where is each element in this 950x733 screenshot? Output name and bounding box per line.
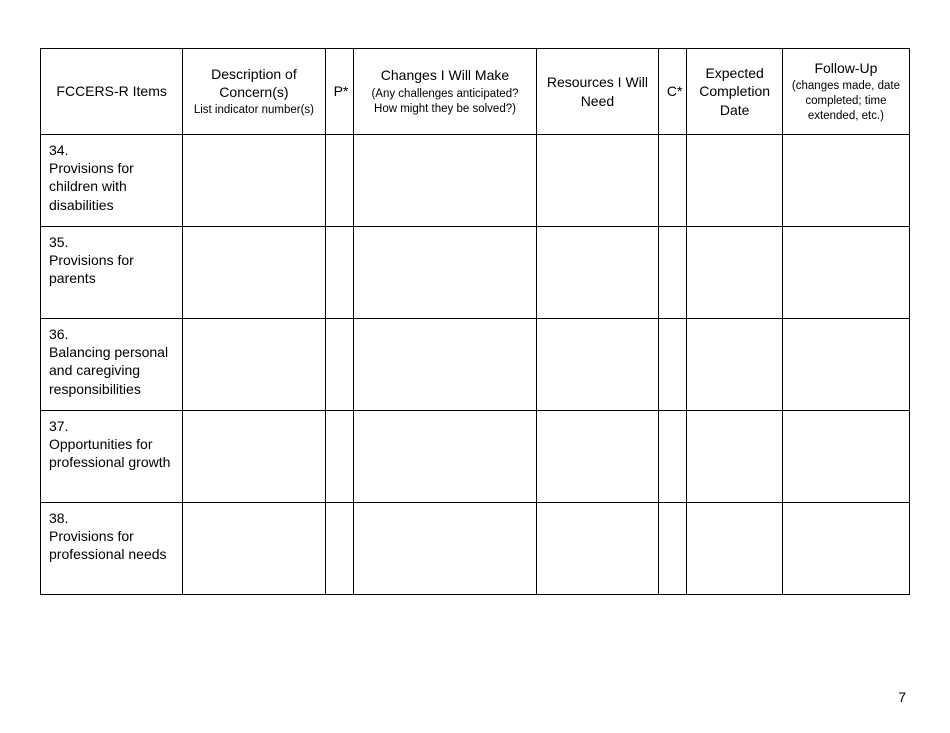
cell-changes <box>354 319 537 411</box>
item-text: Provisions for professional needs <box>49 528 167 562</box>
header-followup: Follow-Up (changes made, date completed;… <box>782 49 909 135</box>
header-changes-main: Changes I Will Make <box>362 66 528 84</box>
cell-p <box>325 227 353 319</box>
header-description-sub: List indicator number(s) <box>191 103 316 118</box>
item-number: 34. <box>49 142 68 158</box>
cell-item: 35. Provisions for parents <box>41 227 183 319</box>
item-number: 38. <box>49 510 68 526</box>
table-row: 36. Balancing personal and caregiving re… <box>41 319 910 411</box>
cell-p <box>325 503 353 595</box>
cell-date <box>687 135 783 227</box>
cell-c <box>658 227 686 319</box>
table-row: 37. Opportunities for professional growt… <box>41 411 910 503</box>
cell-resources <box>536 319 658 411</box>
cell-c <box>658 319 686 411</box>
header-resources: Resources I Will Need <box>536 49 658 135</box>
cell-resources <box>536 227 658 319</box>
table-row: 38. Provisions for professional needs <box>41 503 910 595</box>
header-items-main: FCCERS-R Items <box>49 82 174 100</box>
cell-date <box>687 227 783 319</box>
table-header: FCCERS-R Items Description of Concern(s)… <box>41 49 910 135</box>
cell-description <box>183 135 325 227</box>
cell-item: 34. Provisions for children with disabil… <box>41 135 183 227</box>
cell-resources <box>536 411 658 503</box>
item-number: 36. <box>49 326 68 342</box>
cell-date <box>687 319 783 411</box>
item-number: 35. <box>49 234 68 250</box>
header-c: C* <box>658 49 686 135</box>
cell-followup <box>782 227 909 319</box>
planning-table: FCCERS-R Items Description of Concern(s)… <box>40 48 910 595</box>
cell-description <box>183 227 325 319</box>
table-row: 35. Provisions for parents <box>41 227 910 319</box>
cell-p <box>325 319 353 411</box>
cell-date <box>687 503 783 595</box>
cell-p <box>325 135 353 227</box>
item-text: Provisions for children with disabilitie… <box>49 160 134 212</box>
header-p-main: P* <box>334 82 345 100</box>
cell-followup <box>782 135 909 227</box>
item-number: 37. <box>49 418 68 434</box>
item-text: Balancing personal and caregiving respon… <box>49 344 168 396</box>
cell-c <box>658 411 686 503</box>
cell-description <box>183 503 325 595</box>
cell-date <box>687 411 783 503</box>
header-date-main: Expected Completion Date <box>695 64 774 119</box>
page-container: FCCERS-R Items Description of Concern(s)… <box>0 0 950 595</box>
cell-followup <box>782 411 909 503</box>
header-followup-main: Follow-Up <box>791 59 901 77</box>
cell-c <box>658 135 686 227</box>
header-changes: Changes I Will Make (Any challenges anti… <box>354 49 537 135</box>
cell-c <box>658 503 686 595</box>
cell-p <box>325 411 353 503</box>
table-body: 34. Provisions for children with disabil… <box>41 135 910 595</box>
item-text: Opportunities for professional growth <box>49 436 170 470</box>
cell-resources <box>536 135 658 227</box>
header-description: Description of Concern(s) List indicator… <box>183 49 325 135</box>
cell-changes <box>354 227 537 319</box>
item-text: Provisions for parents <box>49 252 134 286</box>
header-description-main: Description of Concern(s) <box>191 65 316 101</box>
header-resources-main: Resources I Will Need <box>545 73 650 109</box>
cell-item: 38. Provisions for professional needs <box>41 503 183 595</box>
header-items: FCCERS-R Items <box>41 49 183 135</box>
cell-changes <box>354 135 537 227</box>
cell-item: 36. Balancing personal and caregiving re… <box>41 319 183 411</box>
cell-followup <box>782 319 909 411</box>
cell-changes <box>354 503 537 595</box>
page-number: 7 <box>898 689 906 705</box>
cell-changes <box>354 411 537 503</box>
header-p: P* <box>325 49 353 135</box>
cell-description <box>183 411 325 503</box>
header-followup-sub: (changes made, date completed; time exte… <box>791 79 901 124</box>
header-row: FCCERS-R Items Description of Concern(s)… <box>41 49 910 135</box>
cell-item: 37. Opportunities for professional growt… <box>41 411 183 503</box>
header-c-main: C* <box>667 82 678 100</box>
cell-resources <box>536 503 658 595</box>
cell-description <box>183 319 325 411</box>
table-row: 34. Provisions for children with disabil… <box>41 135 910 227</box>
cell-followup <box>782 503 909 595</box>
header-date: Expected Completion Date <box>687 49 783 135</box>
header-changes-sub: (Any challenges anticipated? How might t… <box>362 87 528 117</box>
